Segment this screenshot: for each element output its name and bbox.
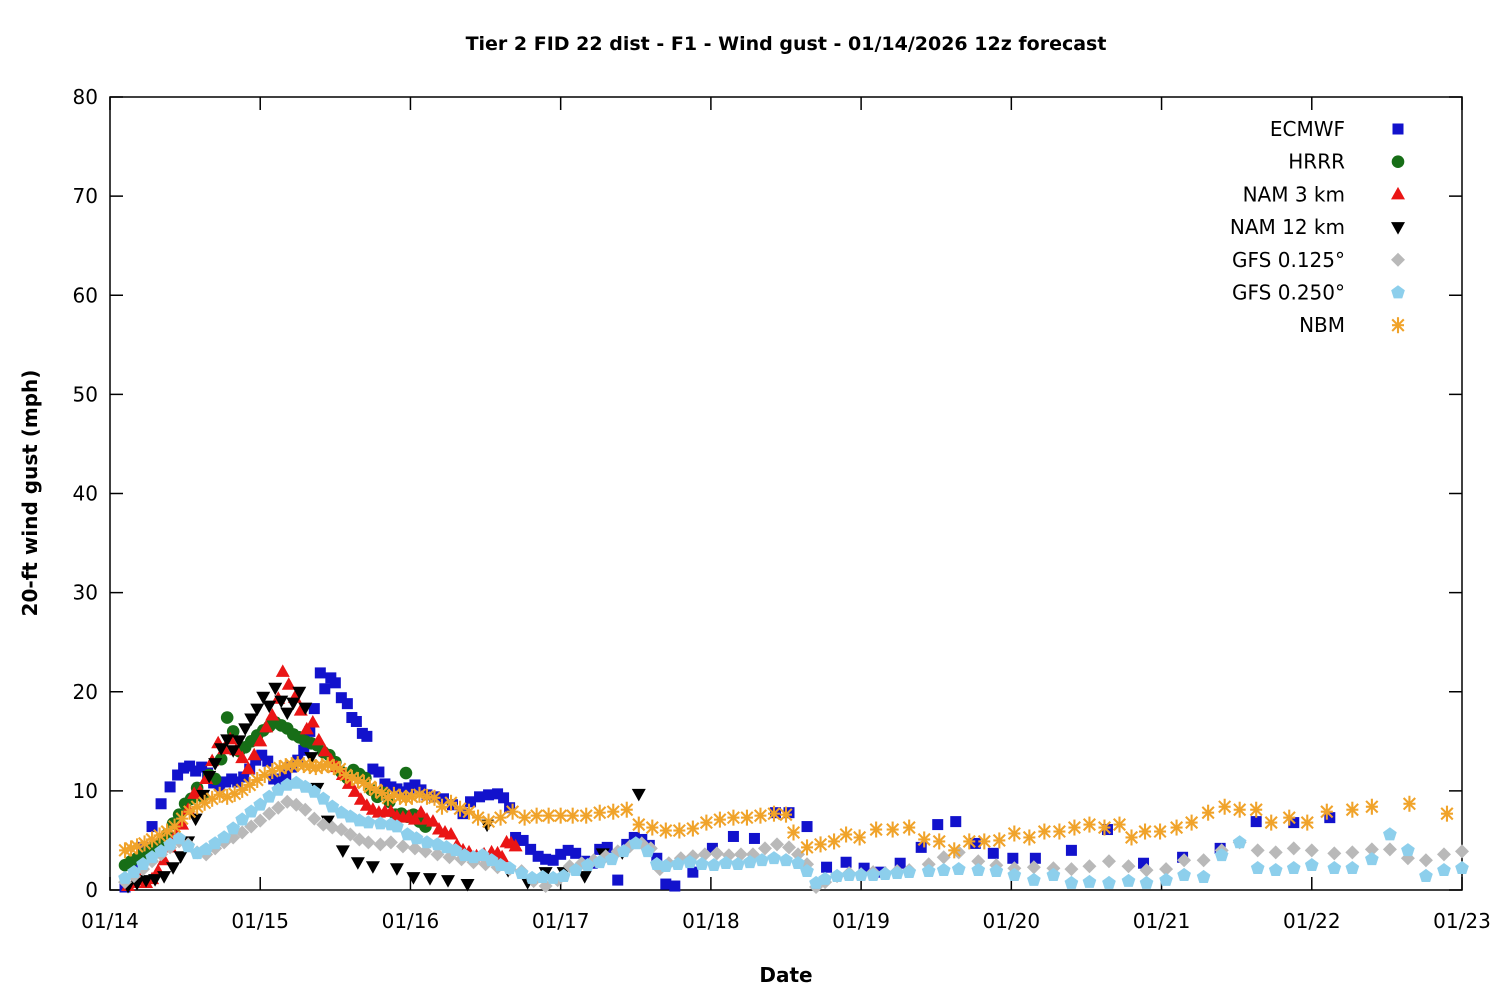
x-tick-label: 01/15: [231, 909, 289, 933]
y-tick-label: 70: [73, 184, 98, 208]
y-axis: 0 10 20 30 40 50 60 70 80: [73, 85, 1462, 902]
y-tick-label: 10: [73, 779, 98, 803]
legend-label: NBM: [1299, 313, 1345, 337]
x-tick-label: 01/17: [532, 909, 590, 933]
legend-label: HRRR: [1288, 150, 1345, 174]
legend-label: NAM 12 km: [1230, 215, 1345, 239]
y-tick-label: 60: [73, 283, 98, 307]
legend-marker-circle-icon: [1391, 155, 1405, 168]
legend-item-gfs-0-250: GFS 0.250°: [1232, 281, 1405, 305]
x-axis: 01/14 01/15 01/16 01/17 01/18 01/19 01/20 01/21…: [81, 97, 1491, 933]
x-tick-label: 01/19: [832, 909, 890, 933]
x-axis-title: Date: [759, 963, 813, 987]
series-gfs-0-250: [118, 775, 1469, 889]
x-tick-label: 01/16: [382, 909, 440, 933]
legend-item-nam-12-km: NAM 12 km: [1230, 215, 1405, 239]
legend: ECMWF HRRR NAM 3 km NAM 12 km GFS 0.125° GFS …: [1230, 117, 1405, 337]
chart-title: Tier 2 FID 22 dist - F1 - Wind gust - 01…: [465, 33, 1107, 55]
x-tick-label: 01/18: [682, 909, 740, 933]
legend-marker-pentagon-icon: [1391, 285, 1405, 299]
x-tick-label: 01/22: [1283, 909, 1341, 933]
legend-item-nbm: NBM: [1299, 313, 1405, 337]
legend-label: GFS 0.250°: [1232, 281, 1345, 305]
legend-label: ECMWF: [1270, 117, 1345, 141]
series-nbm: [118, 756, 1454, 859]
legend-label: GFS 0.125°: [1232, 248, 1345, 272]
legend-marker-square-icon: [1392, 123, 1404, 135]
legend-item-nam-3-km: NAM 3 km: [1243, 182, 1405, 206]
y-tick-label: 0: [85, 878, 98, 902]
x-tick-label: 01/14: [81, 909, 139, 933]
legend-marker-diamond-icon: [1391, 252, 1405, 267]
legend-item-ecmwf: ECMWF: [1270, 117, 1404, 141]
legend-item-hrrr: HRRR: [1288, 150, 1405, 174]
y-tick-label: 40: [73, 482, 98, 506]
legend-item-gfs-0-125: GFS 0.125°: [1232, 248, 1405, 272]
legend-marker-triangle-up-icon: [1391, 186, 1405, 200]
y-tick-label: 30: [73, 581, 98, 605]
y-tick-label: 20: [73, 680, 98, 704]
x-tick-label: 01/20: [983, 909, 1041, 933]
y-tick-label: 80: [73, 85, 98, 109]
legend-marker-triangle-down-icon: [1391, 222, 1405, 235]
x-tick-label: 01/21: [1133, 909, 1191, 933]
legend-label: NAM 3 km: [1243, 182, 1345, 206]
x-tick-label: 01/23: [1433, 909, 1491, 933]
legend-marker-asterisk-icon: [1391, 317, 1405, 334]
y-tick-label: 50: [73, 382, 98, 406]
